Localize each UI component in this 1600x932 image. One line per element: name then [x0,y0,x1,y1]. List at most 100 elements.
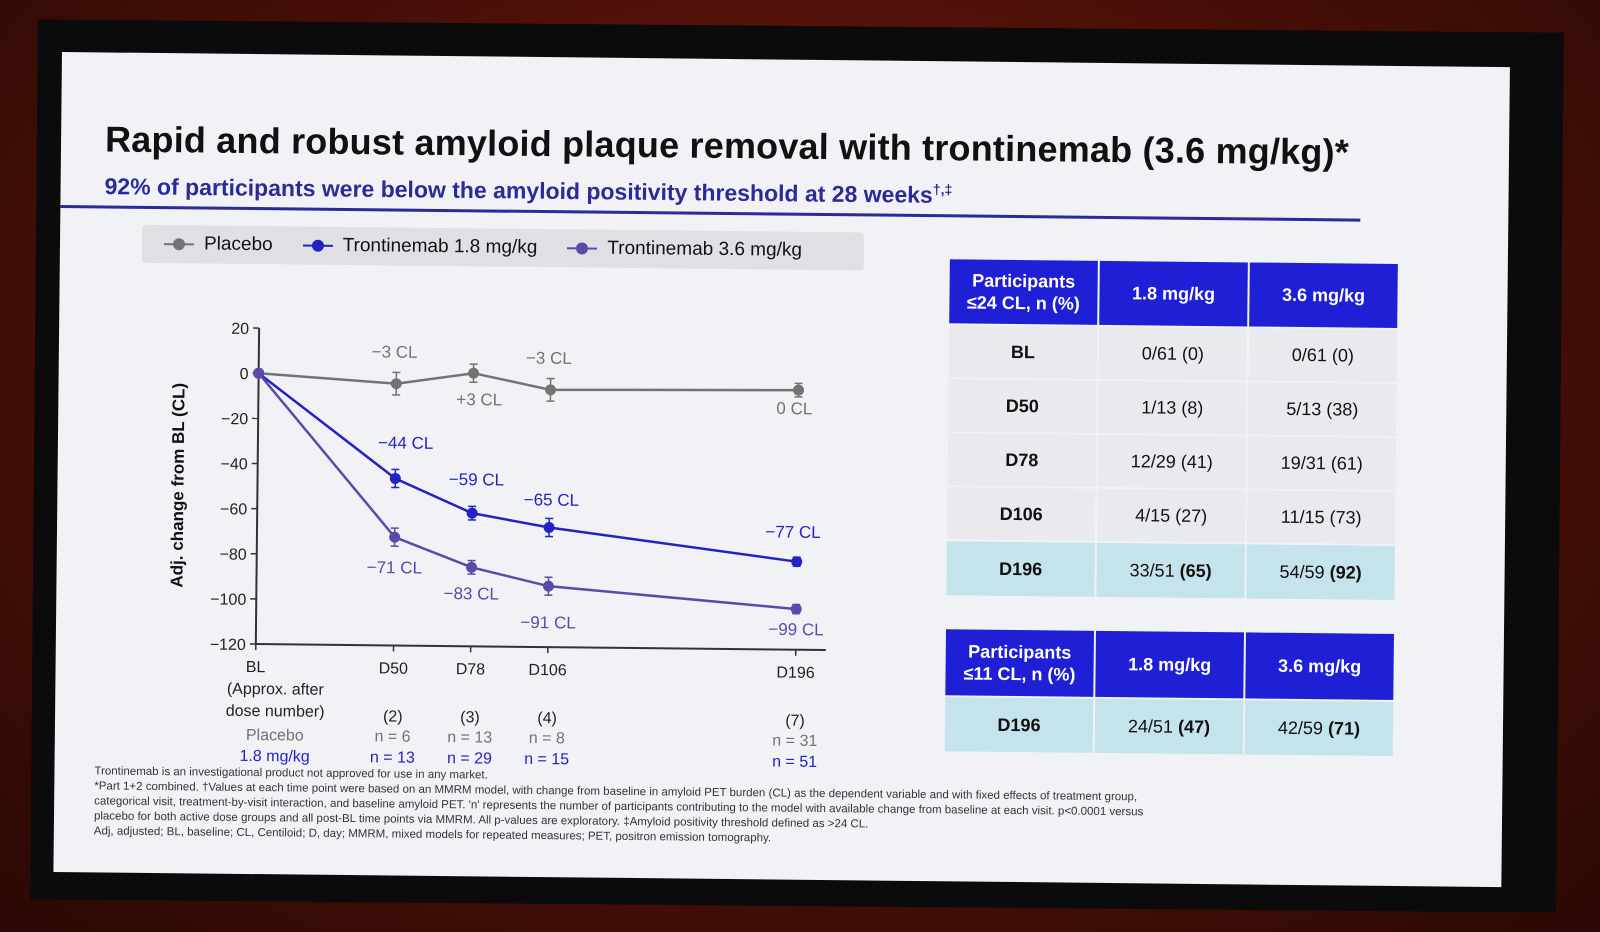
row-label: D196 [943,696,1095,754]
x-tick-label: BL [246,659,266,676]
legend-marker-t18 [302,239,333,252]
legend-item-t18: Trontinemab 1.8 mg/kg [302,234,538,259]
table2-header-row: Participants ≤11 CL, n (%) 1.8 mg/kg 3.6… [944,628,1395,701]
legend-marker-placebo [163,238,195,251]
subtitle-text: 92% of participants were below the amylo… [104,173,933,208]
cell-18-pct: (47) [1177,716,1211,737]
data-label-t36: −71 CL [367,558,422,578]
n-row-label-placebo: Placebo [246,727,304,745]
table-row: D50 1/13 (8) 5/13 (38) [947,378,1398,438]
y-tick-label: −80 [220,546,247,563]
table-under-11cl: Participants ≤11 CL, n (%) 1.8 mg/kg 3.6… [943,627,1396,758]
cell-36-count: 54/59 [1279,561,1330,582]
x-axis-line [255,643,826,652]
table-row: D106 4/15 (27) 11/15 (73) [945,486,1397,545]
data-label-t18: −77 CL [765,522,820,542]
n-value-t18: n = 29 [447,750,492,767]
title-rule [60,204,1361,222]
x-tick-label: D106 [528,662,567,679]
table-row: BL 0/61 (0) 0/61 (0) [947,324,1399,384]
slide-title: Rapid and robust amyloid plaque removal … [104,118,1350,173]
data-point-placebo [545,384,557,396]
table1-h0: Participants ≤24 CL, n (%) [966,270,1080,314]
dose-number: (3) [460,709,480,726]
dose-caption: (Approx. after [227,681,325,699]
slide-subtitle: 92% of participants were below the amylo… [104,172,952,209]
data-point-t18 [543,521,555,533]
cell-18-pct: (65) [1179,560,1212,581]
y-tick-label: −40 [220,456,247,473]
x-tick-label: D50 [379,660,409,677]
data-label-placebo: −3 CL [526,349,572,368]
y-tick-label: 20 [231,321,249,338]
row-label: D78 [946,432,1098,488]
data-point-t36 [790,603,802,615]
row-label: D196 [945,540,1096,598]
dose-number: (4) [537,710,557,727]
n-value-placebo: n = 8 [529,730,565,747]
y-tick-label: 0 [240,366,249,383]
y-tick-label: −60 [220,501,247,518]
legend-item-t36: Trontinemab 3.6 mg/kg [567,237,802,261]
data-point-placebo [792,384,804,396]
x-tick-label: D196 [776,665,815,682]
data-point-t36 [466,561,478,573]
table2-header-36: 3.6 mg/kg [1244,631,1395,701]
table-row: D78 12/29 (41) 19/31 (61) [946,432,1398,491]
data-label-t18: −65 CL [524,490,579,510]
data-label-t18: −59 CL [449,470,504,490]
series-line-placebo [258,371,799,392]
table-row-highlight: D196 33/51 (65) 54/59 (92) [945,540,1396,601]
data-point-t18 [466,507,478,519]
legend-marker-t36 [567,242,598,255]
cell-36: 11/15 (73) [1245,489,1397,545]
x-tick-label: D78 [456,661,486,678]
footnotes: Trontinemab is an investigational produc… [94,764,1395,853]
n-value-placebo: n = 6 [374,728,410,745]
row-label: D50 [947,378,1098,434]
cell-36-pct: (71) [1327,717,1361,739]
data-label-placebo: +3 CL [456,390,502,409]
y-axis-line [254,328,261,645]
cell-36-count: 42/59 [1277,717,1329,738]
n-value-placebo: n = 13 [447,729,492,746]
cell-36-pct: (92) [1329,561,1362,583]
data-label-t36: −91 CL [520,613,575,633]
line-chart: 20 0 −20 −40 −60 −80 −100 −120 Adj. change from … [167,321,826,775]
cell-36: 0/61 (0) [1247,327,1399,384]
dose-number: (7) [785,713,805,730]
table2-h0: Participants ≤11 CL, n (%) [963,641,1076,685]
n-row-label-t18: 1.8 mg/kg [239,748,309,766]
y-tick-label: −20 [221,411,248,428]
table1-header-18: 1.8 mg/kg [1098,259,1249,328]
data-point-t36 [253,367,265,379]
data-point-t36 [542,580,554,592]
data-point-t36 [389,531,401,543]
data-label-placebo: 0 CL [776,399,812,418]
legend-label-t36: Trontinemab 3.6 mg/kg [607,237,803,261]
cell-18-count: 33/51 [1129,559,1180,581]
data-point-t18 [389,472,401,484]
data-label-t18: −44 CL [378,433,433,453]
y-tick-label: −100 [210,591,246,608]
n-value-t18: n = 15 [524,751,569,768]
subtitle-footnote-marks: †,‡ [932,181,953,198]
table2-header-18: 1.8 mg/kg [1094,629,1245,700]
cell-18: 0/61 (0) [1097,325,1249,382]
table2-header-participants: Participants ≤11 CL, n (%) [944,628,1096,698]
table1-header-36: 3.6 mg/kg [1248,261,1399,330]
legend-item-placebo: Placebo [163,233,273,256]
cell-18: 1/13 (8) [1097,379,1248,436]
row-label: D106 [945,486,1097,542]
slide: Rapid and robust amyloid plaque removal … [53,52,1510,888]
legend-label-t18: Trontinemab 1.8 mg/kg [342,234,538,258]
n-value-placebo: n = 31 [772,732,817,749]
data-point-t18 [791,556,803,568]
cell-18-count: 24/51 [1127,715,1179,737]
cell-36: 42/59 (71) [1243,699,1395,757]
y-tick-label: −120 [210,637,246,654]
n-value-t18: n = 13 [370,749,415,766]
table-row-highlight: D196 24/51 (47) 42/59 (71) [943,696,1395,757]
data-label-t36: −99 CL [768,620,823,640]
table1-header-participants: Participants ≤24 CL, n (%) [948,258,1099,326]
